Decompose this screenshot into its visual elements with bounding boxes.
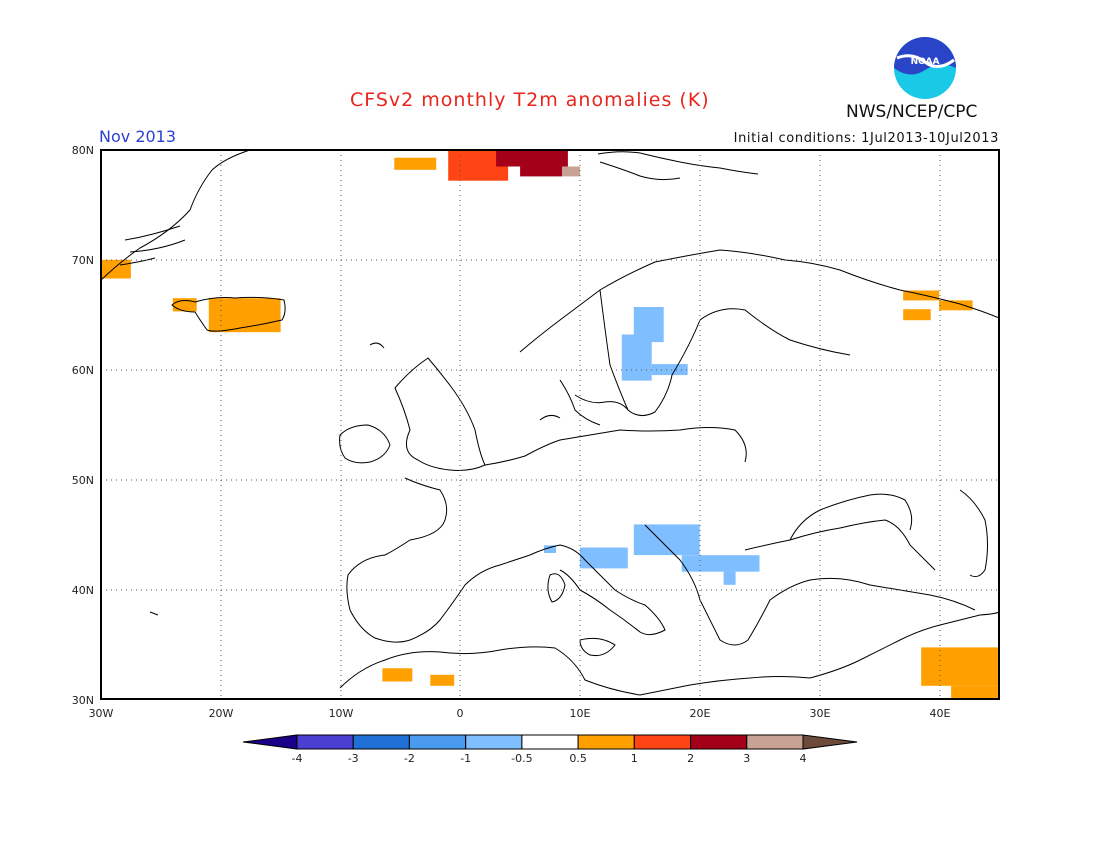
colorbar-label: -1: [460, 752, 471, 765]
initial-conditions-label: Initial conditions: 1Jul2013-10Jul2013: [733, 131, 999, 146]
map-frame: [100, 149, 1000, 700]
lon-label: 10E: [570, 707, 591, 720]
lon-label: 30W: [89, 707, 114, 720]
lat-label: 40N: [72, 584, 94, 597]
colorbar-label: 4: [800, 752, 807, 765]
colorbar-label: 1: [631, 752, 638, 765]
colorbar-swatch: [746, 734, 804, 750]
lat-labels: 30N 40N 50N 60N 70N 80N: [72, 144, 94, 707]
anomaly-cell: [496, 150, 568, 167]
anomaly-cell: [723, 571, 736, 585]
anomaly-cell: [633, 524, 700, 556]
colorbar-label: 0.5: [569, 752, 587, 765]
colorbar-label: 2: [687, 752, 694, 765]
anomaly-layer: [101, 150, 999, 699]
colorbar-label: -0.5: [511, 752, 532, 765]
anomaly-cell: [681, 555, 760, 572]
anomaly-cell: [520, 166, 562, 177]
lon-label: 10W: [329, 707, 354, 720]
noaa-logo: NOAA: [894, 37, 956, 99]
colorbar: -4 -3 -2 -1 -0.5 0.5 1 2 3 4: [242, 734, 858, 765]
anomaly-cell: [651, 364, 688, 376]
colorbar-label: -4: [292, 752, 303, 765]
lon-label: 20W: [209, 707, 234, 720]
lat-label: 60N: [72, 364, 94, 377]
colorbar-swatch: [352, 734, 410, 750]
anomaly-cell: [621, 334, 652, 381]
anomaly-cell: [394, 157, 437, 170]
lon-label: 40E: [930, 707, 951, 720]
anomaly-cell: [430, 674, 455, 686]
anomaly-cell: [382, 668, 413, 682]
lon-label: 30E: [810, 707, 831, 720]
colorbar-swatch: [465, 734, 523, 750]
lon-labels: 30W 20W 10W 0 10E 20E 30E 40E: [89, 707, 951, 720]
colorbar-label: 3: [743, 752, 750, 765]
lat-label: 30N: [72, 694, 94, 707]
colorbar-swatch: [296, 734, 354, 750]
anomaly-cell: [951, 685, 999, 699]
colorbar-label: -2: [404, 752, 415, 765]
lon-label: 20E: [690, 707, 711, 720]
map-title: CFSv2 monthly T2m anomalies (K): [350, 89, 710, 111]
lat-label: 70N: [72, 254, 94, 267]
lon-label: 0: [457, 707, 464, 720]
anomaly-cell: [903, 309, 931, 321]
colorbar-swatch: [577, 734, 635, 750]
logo-text: NOAA: [911, 57, 940, 67]
colorbar-swatch: [521, 734, 579, 750]
map-background: [101, 150, 999, 699]
lat-label: 50N: [72, 474, 94, 487]
colorbar-arrow-right: [802, 734, 858, 750]
agency-label: NWS/NCEP/CPC: [846, 102, 978, 122]
lat-label: 80N: [72, 144, 94, 157]
colorbar-arrow-left: [242, 734, 298, 750]
valid-month-label: Nov 2013: [99, 127, 177, 146]
colorbar-swatch: [633, 734, 691, 750]
anomaly-cell: [544, 545, 556, 553]
anomaly-cell: [921, 647, 999, 686]
colorbar-swatch: [408, 734, 467, 750]
anomaly-cell: [562, 166, 580, 177]
colorbar-swatch: [690, 734, 748, 750]
anomaly-cell: [579, 547, 628, 569]
anomaly-cell: [939, 300, 973, 311]
anomaly-cell: [903, 290, 940, 301]
colorbar-label: -3: [348, 752, 359, 765]
coastlines: [100, 149, 1000, 696]
